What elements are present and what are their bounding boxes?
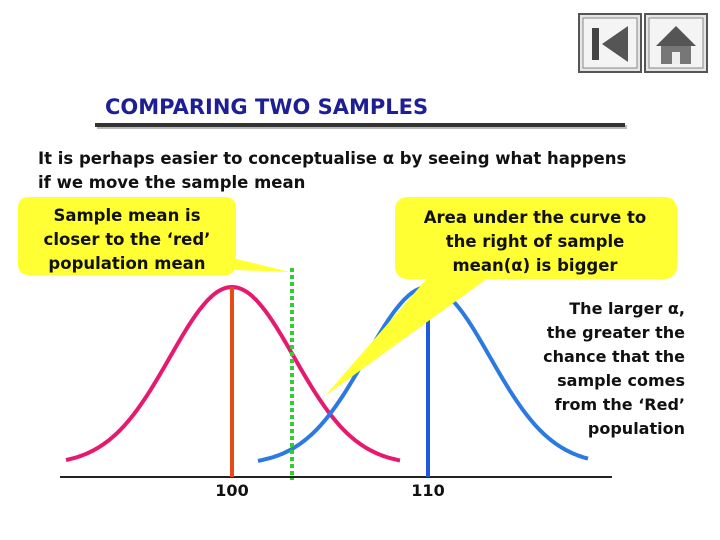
callout-left: Sample mean is closer to the ‘red’ popul… — [18, 197, 290, 275]
callout-line: Sample mean is — [53, 206, 200, 225]
callout-line: closer to the ‘red’ — [44, 230, 211, 249]
title-rule — [95, 123, 625, 127]
axis-label: 100 — [215, 481, 248, 500]
note-line: sample comes — [557, 371, 685, 390]
note-line: the greater the — [547, 323, 685, 342]
note-line: The larger α, — [569, 299, 685, 318]
note: The larger α, the greater the chance that … — [543, 299, 685, 438]
callout-line: mean(α) is bigger — [452, 256, 618, 275]
note-line: from the ‘Red’ — [555, 395, 685, 414]
note-line: population — [588, 419, 685, 438]
curves — [65, 284, 589, 463]
intro-line: if we move the sample mean — [38, 173, 305, 192]
note-line: chance that the — [543, 347, 685, 366]
callout-right: Area under the curve to the right of sam… — [325, 197, 677, 396]
nav-home-button[interactable] — [644, 13, 708, 73]
title: COMPARING TWO SAMPLES — [105, 95, 428, 119]
intro-line: It is perhaps easier to conceptualise α … — [38, 149, 626, 168]
nav-back-button[interactable] — [578, 13, 642, 73]
axis-label: 110 — [411, 481, 444, 500]
callout-line: Area under the curve to — [424, 208, 647, 227]
callout-line: the right of sample — [446, 232, 625, 251]
callout-line: population mean — [48, 254, 205, 273]
